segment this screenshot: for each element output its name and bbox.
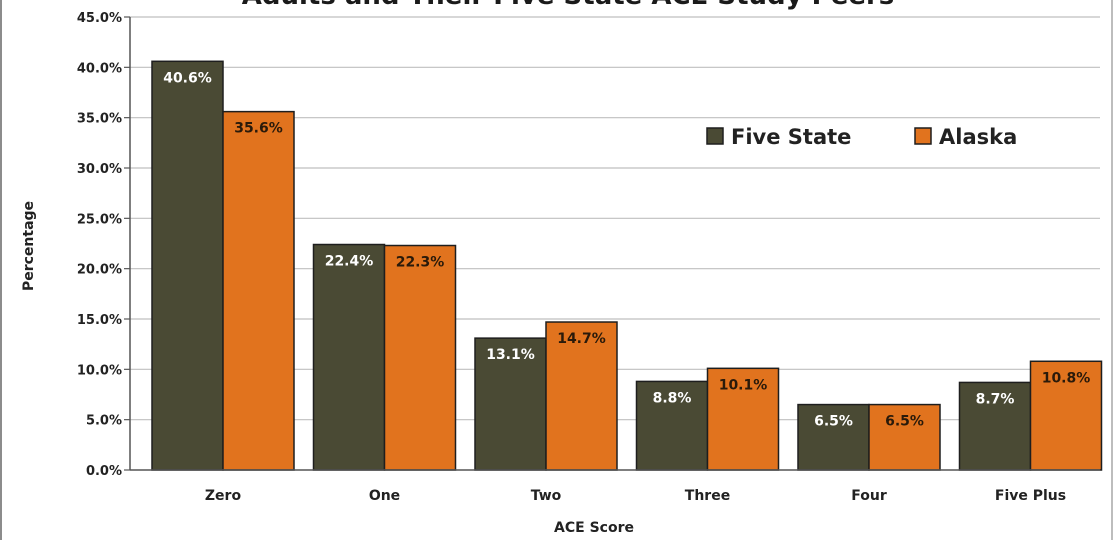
- y-axis-label: Percentage: [21, 201, 37, 291]
- bar-five-state-zero: [151, 60, 224, 471]
- legend-swatch: [914, 127, 932, 145]
- y-tick-label: 0.0%: [86, 464, 122, 479]
- bar-data-label: 22.3%: [396, 255, 445, 271]
- y-tick-label: 20.0%: [77, 263, 122, 278]
- bar-data-label: 10.1%: [719, 377, 768, 393]
- bar-alaska-four: [868, 403, 941, 471]
- x-category-label: Four: [851, 488, 887, 504]
- bar-data-label: 40.6%: [163, 70, 212, 86]
- bar-data-label: 6.5%: [885, 414, 924, 430]
- y-axis-ticks: 0.0% 5.0% 10.0% 15.0% 20.0% 25.0% 30.0% 35.0% 40…: [77, 11, 130, 479]
- y-tick-label: 10.0%: [77, 363, 122, 378]
- y-tick-label: 5.0%: [86, 414, 122, 429]
- bar-data-label: 10.8%: [1042, 370, 1091, 386]
- x-category-label: Five Plus: [995, 488, 1066, 504]
- y-tick-label: 35.0%: [77, 112, 122, 127]
- legend: Five State Alaska: [706, 125, 1017, 149]
- y-tick-label: 15.0%: [77, 313, 122, 328]
- bar-alaska-two: [545, 321, 618, 471]
- bar-data-label: 6.5%: [814, 414, 853, 430]
- legend-swatch: [706, 127, 724, 145]
- bar-five-state-three: [635, 380, 709, 471]
- bar-data-label: 8.8%: [653, 390, 692, 406]
- x-category-label: Zero: [205, 488, 242, 504]
- y-tick-label: 30.0%: [77, 162, 122, 177]
- chart-title: Adults and Their Five State ACE Study Pe…: [242, 0, 895, 11]
- x-axis-label: ACE Score: [554, 520, 634, 536]
- x-category-label: Two: [531, 488, 562, 504]
- bar-alaska-three: [706, 367, 780, 471]
- bar-data-label: 22.4%: [325, 254, 374, 270]
- bar-five-state-four: [797, 403, 870, 471]
- y-tick-label: 40.0%: [77, 61, 122, 76]
- y-tick-label: 25.0%: [77, 212, 122, 227]
- bar-labels: 40.6% 35.6% 22.4% 22.3% 13.1% 14.7% 8.8% 10.1% 6…: [163, 70, 1090, 429]
- bar-five-state-one: [312, 243, 386, 471]
- bar-data-label: 14.7%: [557, 331, 606, 347]
- bar-five-state-five-plus: [958, 381, 1032, 471]
- bar-data-label: 13.1%: [486, 347, 535, 363]
- x-category-label: Three: [685, 488, 730, 504]
- bars: [151, 60, 1103, 471]
- bar-alaska-zero: [222, 110, 295, 471]
- bar-data-label: 8.7%: [976, 391, 1015, 407]
- legend-label: Five State: [731, 125, 851, 149]
- x-axis-categories: Zero One Two Three Four Five Plus: [205, 488, 1066, 504]
- bar-alaska-five-plus: [1029, 360, 1103, 471]
- bar-alaska-one: [383, 244, 457, 471]
- y-tick-label: 45.0%: [77, 11, 122, 26]
- bar-data-label: 35.6%: [234, 121, 283, 137]
- x-category-label: One: [369, 488, 400, 504]
- legend-label: Alaska: [939, 125, 1017, 149]
